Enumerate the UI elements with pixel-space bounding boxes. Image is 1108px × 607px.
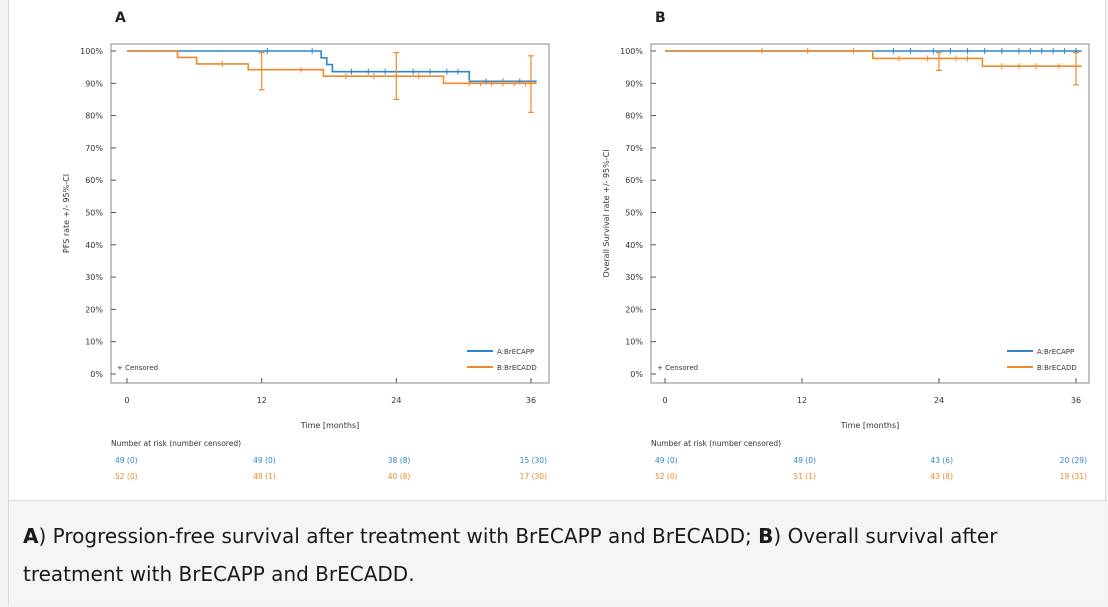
y-tick-label: 60% — [625, 176, 643, 185]
risk-table-cell: 19 (31) — [1060, 472, 1087, 481]
chart-panel-b: B 0% 10% 20% 30% 40% 50% 60% 70% 80% 90% 100% 0 12 24 3… — [602, 10, 1090, 481]
y-tick-label: 10% — [85, 338, 103, 347]
y-tick-label: 80% — [625, 112, 643, 121]
chart-panel-a: A 0% 10% 20% 30% 40% 50% 60% 70% 80% 90% 100% 0 12 24 3… — [62, 10, 550, 481]
y-tick-label: 70% — [85, 144, 103, 153]
figure-caption: A) Progression-free survival after treat… — [9, 500, 1107, 605]
km-step-line — [127, 50, 537, 85]
risk-table-cell: 43 (6) — [930, 456, 953, 465]
panel-label: A — [115, 10, 126, 26]
y-tick-label: 90% — [85, 79, 103, 88]
risk-table-cell: 43 (8) — [930, 472, 953, 481]
x-tick-label: 0 — [124, 396, 129, 405]
legend-label: B:BrECADD — [497, 364, 537, 372]
risk-table-title: Number at risk (number censored) — [111, 439, 241, 448]
caption-text-b: ) Overall survival after treatment with … — [23, 524, 998, 586]
legend-label: A:BrECAPP — [1037, 348, 1074, 356]
legend-label: A:BrECAPP — [497, 348, 534, 356]
risk-table-cell: 48 (1) — [253, 472, 276, 481]
y-axis-label: Overall Survival rate +/- 95%-CI — [602, 149, 611, 277]
y-tick-label: 60% — [85, 176, 103, 185]
caption-letter-b: B — [758, 524, 774, 548]
y-tick-label: 50% — [625, 209, 643, 218]
risk-table-cell: 49 (0) — [253, 456, 276, 465]
km-figure: A 0% 10% 20% 30% 40% 50% 60% 70% 80% 90% 100% 0 12 24 3… — [62, 10, 1090, 481]
risk-table-cell: 20 (29) — [1060, 456, 1087, 465]
y-tick-label: 70% — [625, 144, 643, 153]
legend-label: B:BrECADD — [1037, 364, 1077, 372]
risk-table-cell: 49 (0) — [115, 456, 138, 465]
y-tick-label: 40% — [85, 241, 103, 250]
panel-label: B — [655, 10, 666, 26]
risk-table-cell: 49 (0) — [793, 456, 816, 465]
risk-table-cell: 52 (0) — [655, 472, 678, 481]
y-tick-label: 50% — [85, 209, 103, 218]
y-tick-label: 40% — [625, 241, 643, 250]
y-tick-label: 10% — [625, 338, 643, 347]
risk-table-cell: 38 (8) — [388, 456, 411, 465]
y-tick-label: 0% — [630, 370, 643, 379]
risk-table-cell: 51 (1) — [793, 472, 816, 481]
caption-letter-a: A — [23, 524, 39, 548]
risk-table-cell: 52 (0) — [115, 472, 138, 481]
x-tick-label: 24 — [934, 396, 944, 405]
risk-table-title: Number at risk (number censored) — [651, 439, 781, 448]
y-axis-label: PFS rate +/- 95%-CI — [62, 174, 71, 253]
x-tick-label: 0 — [662, 396, 667, 405]
x-axis-label: Time [months] — [840, 421, 900, 430]
caption-text-a: ) Progression-free survival after treatm… — [38, 524, 759, 548]
plot-frame — [650, 43, 1090, 384]
y-tick-label: 80% — [85, 112, 103, 121]
series-a-brecapp — [127, 48, 537, 85]
risk-table-cell: 40 (8) — [388, 472, 411, 481]
risk-table-cell: 17 (30) — [520, 472, 547, 481]
x-tick-label: 24 — [391, 396, 401, 405]
y-tick-label: 20% — [625, 305, 643, 314]
y-tick-label: 100% — [80, 47, 103, 56]
x-tick-label: 12 — [797, 396, 807, 405]
y-tick-label: 100% — [620, 47, 643, 56]
y-tick-label: 0% — [90, 370, 103, 379]
y-tick-label: 20% — [85, 305, 103, 314]
x-tick-label: 36 — [1071, 396, 1081, 405]
risk-table-cell: 49 (0) — [655, 456, 678, 465]
risk-table-cell: 15 (30) — [520, 456, 547, 465]
x-tick-label: 12 — [257, 396, 267, 405]
figure-card: A 0% 10% 20% 30% 40% 50% 60% 70% 80% 90% 100% 0 12 24 3… — [8, 0, 1107, 605]
y-tick-label: 90% — [625, 79, 643, 88]
series-b-brecadd — [665, 48, 1082, 86]
y-tick-label: 30% — [85, 273, 103, 282]
y-tick-label: 30% — [625, 273, 643, 282]
plot-frame — [110, 43, 550, 384]
series-b-brecadd — [127, 50, 537, 113]
x-tick-label: 36 — [526, 396, 536, 405]
km-step-line — [127, 50, 537, 83]
x-axis-label: Time [months] — [300, 421, 360, 430]
censored-note: + Censored — [657, 364, 698, 372]
censored-note: + Censored — [117, 364, 158, 372]
